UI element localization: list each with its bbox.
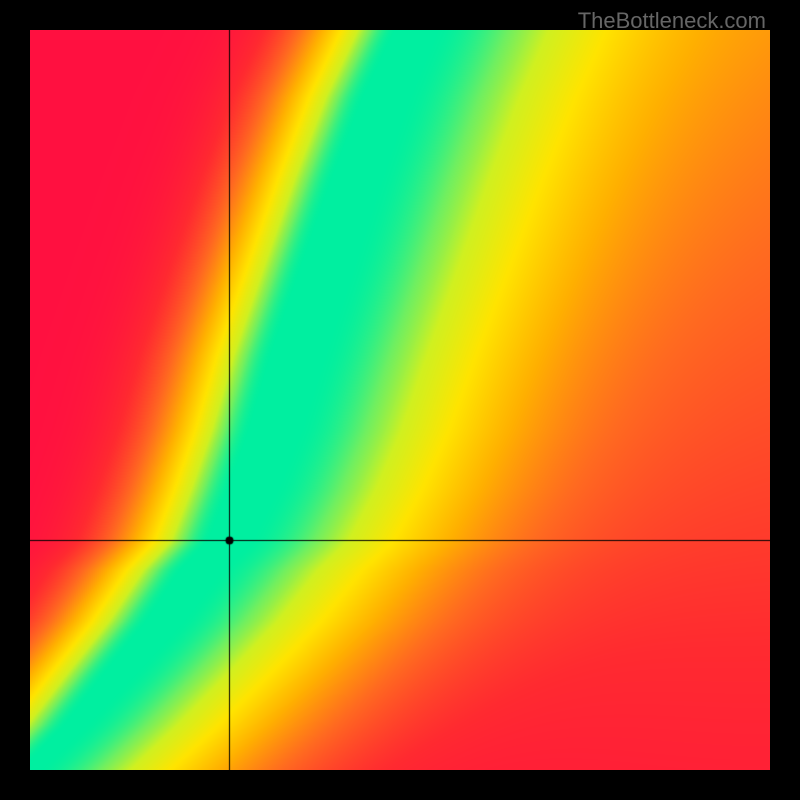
chart-container: TheBottleneck.com: [0, 0, 800, 800]
watermark-text: TheBottleneck.com: [578, 8, 766, 34]
bottleneck-heatmap: [30, 30, 770, 770]
